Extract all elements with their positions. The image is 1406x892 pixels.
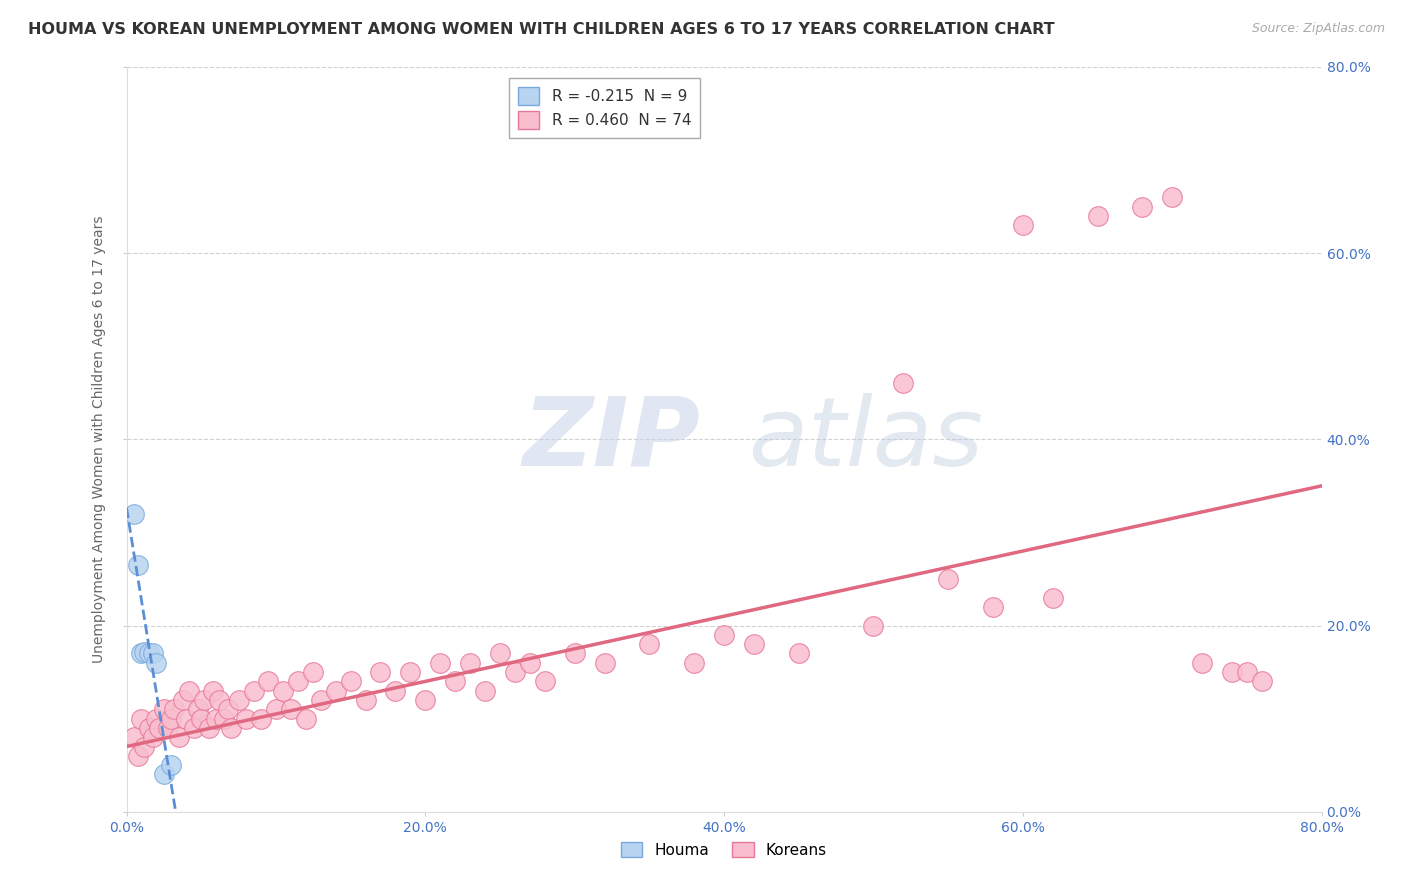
- Point: [415, 693, 437, 707]
- Point: [354, 693, 377, 707]
- Point: [190, 712, 212, 726]
- Point: [160, 758, 183, 772]
- Point: [145, 712, 167, 726]
- Point: [593, 656, 616, 670]
- Point: [1220, 665, 1243, 679]
- Point: [134, 644, 156, 658]
- Point: [122, 507, 145, 521]
- Point: [399, 665, 422, 679]
- Point: [257, 674, 280, 689]
- Point: [205, 712, 228, 726]
- Point: [339, 674, 361, 689]
- Point: [131, 712, 153, 726]
- Point: [197, 721, 219, 735]
- Point: [153, 702, 176, 716]
- Point: [160, 712, 183, 726]
- Point: [127, 748, 149, 763]
- Point: [127, 558, 149, 572]
- Point: [138, 721, 160, 735]
- Point: [981, 599, 1004, 614]
- Point: [1042, 591, 1064, 605]
- Point: [148, 721, 170, 735]
- Point: [370, 665, 392, 679]
- Point: [212, 712, 235, 726]
- Point: [1191, 656, 1213, 670]
- Point: [183, 721, 205, 735]
- Point: [1236, 665, 1258, 679]
- Point: [384, 683, 406, 698]
- Text: HOUMA VS KOREAN UNEMPLOYMENT AMONG WOMEN WITH CHILDREN AGES 6 TO 17 YEARS CORREL: HOUMA VS KOREAN UNEMPLOYMENT AMONG WOMEN…: [28, 22, 1054, 37]
- Point: [1130, 200, 1153, 214]
- Point: [138, 647, 160, 661]
- Point: [219, 721, 242, 735]
- Point: [302, 665, 325, 679]
- Point: [122, 730, 145, 744]
- Point: [228, 693, 250, 707]
- Point: [134, 739, 156, 754]
- Point: [936, 572, 959, 586]
- Point: [250, 712, 273, 726]
- Point: [325, 683, 347, 698]
- Point: [458, 656, 481, 670]
- Point: [264, 702, 287, 716]
- Point: [131, 647, 153, 661]
- Point: [638, 637, 661, 651]
- Point: [217, 702, 239, 716]
- Point: [172, 693, 194, 707]
- Point: [474, 683, 496, 698]
- Point: [142, 647, 165, 661]
- Point: [179, 683, 201, 698]
- Text: Source: ZipAtlas.com: Source: ZipAtlas.com: [1251, 22, 1385, 36]
- Point: [1087, 209, 1109, 223]
- Point: [193, 693, 215, 707]
- Point: [1011, 218, 1033, 232]
- Point: [280, 702, 302, 716]
- Point: [503, 665, 526, 679]
- Point: [153, 767, 176, 781]
- Point: [893, 376, 915, 391]
- Point: [208, 693, 231, 707]
- Point: [287, 674, 309, 689]
- Y-axis label: Unemployment Among Women with Children Ages 6 to 17 years: Unemployment Among Women with Children A…: [93, 216, 107, 663]
- Point: [235, 712, 257, 726]
- Point: [145, 656, 167, 670]
- Point: [167, 730, 190, 744]
- Point: [309, 693, 332, 707]
- Point: [713, 628, 735, 642]
- Point: [273, 683, 295, 698]
- Point: [429, 656, 451, 670]
- Point: [683, 656, 706, 670]
- Point: [157, 721, 180, 735]
- Point: [202, 683, 225, 698]
- Point: [534, 674, 557, 689]
- Point: [787, 647, 810, 661]
- Point: [294, 712, 316, 726]
- Point: [1161, 190, 1184, 204]
- Point: [142, 730, 165, 744]
- Point: [1251, 674, 1274, 689]
- Point: [742, 637, 765, 651]
- Point: [519, 656, 541, 670]
- Text: atlas: atlas: [748, 392, 983, 486]
- Point: [862, 618, 884, 632]
- Point: [187, 702, 209, 716]
- Legend: Houma, Koreans: Houma, Koreans: [614, 836, 834, 863]
- Point: [174, 712, 197, 726]
- Point: [564, 647, 586, 661]
- Point: [242, 683, 264, 698]
- Point: [489, 647, 512, 661]
- Point: [163, 702, 186, 716]
- Point: [444, 674, 467, 689]
- Text: ZIP: ZIP: [522, 392, 700, 486]
